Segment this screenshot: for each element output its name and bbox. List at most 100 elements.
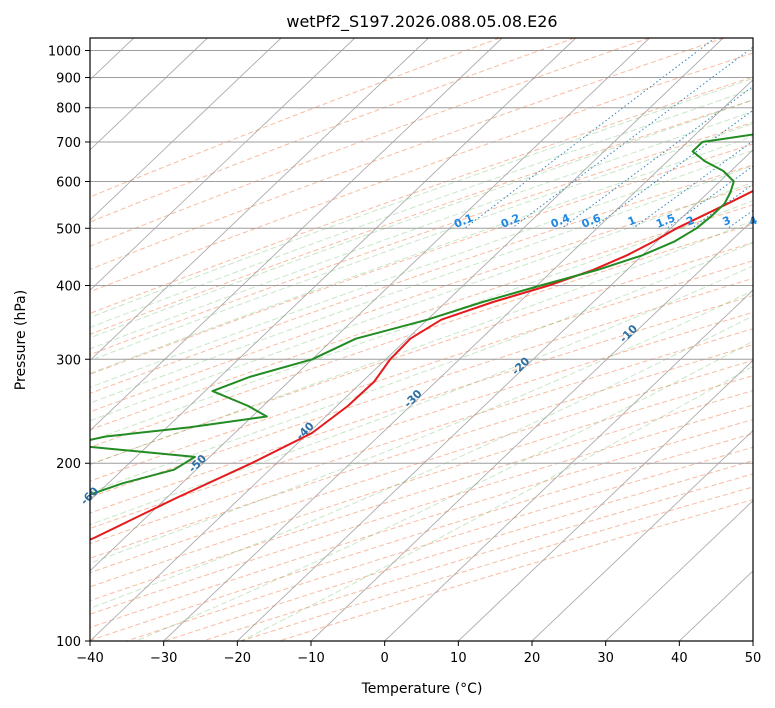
y-tick-label: 300 [56,353,81,368]
isotherm-line [90,38,577,502]
dry-adiabat-line [90,143,753,375]
y-tick-label: 100 [56,635,81,650]
dry-adiabat-line [90,38,500,198]
axes: −40 −30 −20 −10 0 10 20 30 40 50 100 200 300 400 500 60… [48,45,761,666]
moist-adiabat-line [90,77,753,319]
isotherm-line [90,38,282,221]
moist-adiabat-line [90,88,753,329]
dry-adiabat-line [90,260,753,482]
x-tick-label: 30 [597,651,614,666]
moist-adiabat-line [90,99,753,339]
x-tick-label: −20 [224,651,251,666]
mixing-ratio-line [464,38,716,229]
dry-adiabat-label: -30 [401,387,424,410]
moist-adiabat-line [90,241,753,493]
dry-adiabat-line [90,432,753,641]
moist-adiabat-line [90,164,753,404]
dewpoint-profile-line [90,133,753,496]
isotherm-line [458,359,753,641]
dry-adiabat-line [90,76,753,314]
y-tick-label: 900 [56,72,81,87]
moist-adiabat-line [90,290,753,564]
x-tick-label: 40 [671,651,688,666]
moist-adiabat-line [90,149,753,388]
dry-adiabat-line [164,460,753,641]
dry-adiabat-label: -40 [294,419,317,442]
dry-adiabat-line [90,121,753,356]
mixing-ratio-line [592,109,753,229]
moist-adiabat-line [90,220,753,466]
dry-adiabat-line [90,204,753,431]
isotherm-line [384,289,753,641]
isotherm-line [90,38,208,151]
moist-adiabat-line [90,315,753,609]
moist-adiabat-line [90,110,753,350]
mixing-ratio-label: 3 [721,214,733,229]
plot-frame [89,37,754,642]
dry-adiabat-line [90,184,753,413]
y-tick-label: 200 [56,457,81,472]
x-tick-label: 50 [745,651,762,666]
isotherm-line [163,79,753,641]
dry-adiabat-line [90,223,753,448]
isotherm-line [90,38,650,572]
mixing-ratio-label: 2 [684,214,696,229]
isotherm-line [679,570,753,641]
x-tick-label: −10 [297,651,324,666]
dry-adiabat-line [90,404,753,615]
isotherm-line [90,38,503,432]
plot-area [90,38,775,641]
y-axis-label: Pressure (hPa) [13,290,29,390]
dry-adiabat-line [240,486,753,641]
background-line-labels: 0.10.20.40.611.5234-60-50-40-30-20-10010… [78,196,775,508]
y-tick-label: 400 [56,279,81,294]
isotherm-line [90,38,724,641]
dry-adiabat-line [90,328,753,545]
moist-adiabat-line [90,135,753,374]
moist-adiabat-line [241,365,753,641]
x-tick-label: 10 [450,651,467,666]
dry-adiabat-line [90,390,753,602]
dry-adiabat-line [90,359,753,574]
dry-adiabat-label: -20 [509,354,532,377]
y-tick-label: 700 [56,136,81,151]
dry-adiabat-label: -50 [186,452,209,475]
isotherm-line [90,38,429,361]
dry-adiabat-line [90,38,724,270]
dry-adiabat-label: -10 [617,322,640,345]
mixing-ratio-line [632,140,753,229]
dry-adiabat-line [90,344,753,559]
dry-adiabat-line [90,277,753,498]
x-tick-label: −30 [150,651,177,666]
isotherm-line [752,640,753,641]
mixing-ratio-label: 1 [626,214,638,229]
dry-adiabat-line [90,38,575,223]
moist-adiabat-line [90,265,753,526]
x-tick-label: 0 [381,651,389,666]
x-axis-label: Temperature (°C) [361,681,483,697]
isotherm-line [310,219,753,641]
temperature-profile-line [90,189,753,541]
dry-adiabat-line [90,295,753,514]
dry-adiabat-line [90,242,753,465]
x-tick-label: −40 [76,651,103,666]
dry-adiabat-line [90,38,650,247]
moist-adiabat-label: 0 [773,196,775,211]
isotherm-line [90,38,356,291]
isotherm-line [237,149,753,641]
x-tick-label: 20 [524,651,541,666]
mixing-ratio-line [666,165,753,229]
dry-adiabat-line [90,418,753,629]
dry-adiabat-line [90,164,753,394]
moist-adiabat-line [90,122,753,362]
isotherm-line [605,500,753,641]
dry-adiabat-line [90,375,753,588]
y-tick-label: 500 [56,222,81,237]
y-tick-label: 600 [56,176,81,191]
mixing-ratio-line [755,38,775,228]
dry-adiabat-line [90,311,753,530]
moist-adiabat-line [90,181,753,422]
dry-adiabat-line [90,99,753,335]
dry-adiabat-line [90,52,753,293]
